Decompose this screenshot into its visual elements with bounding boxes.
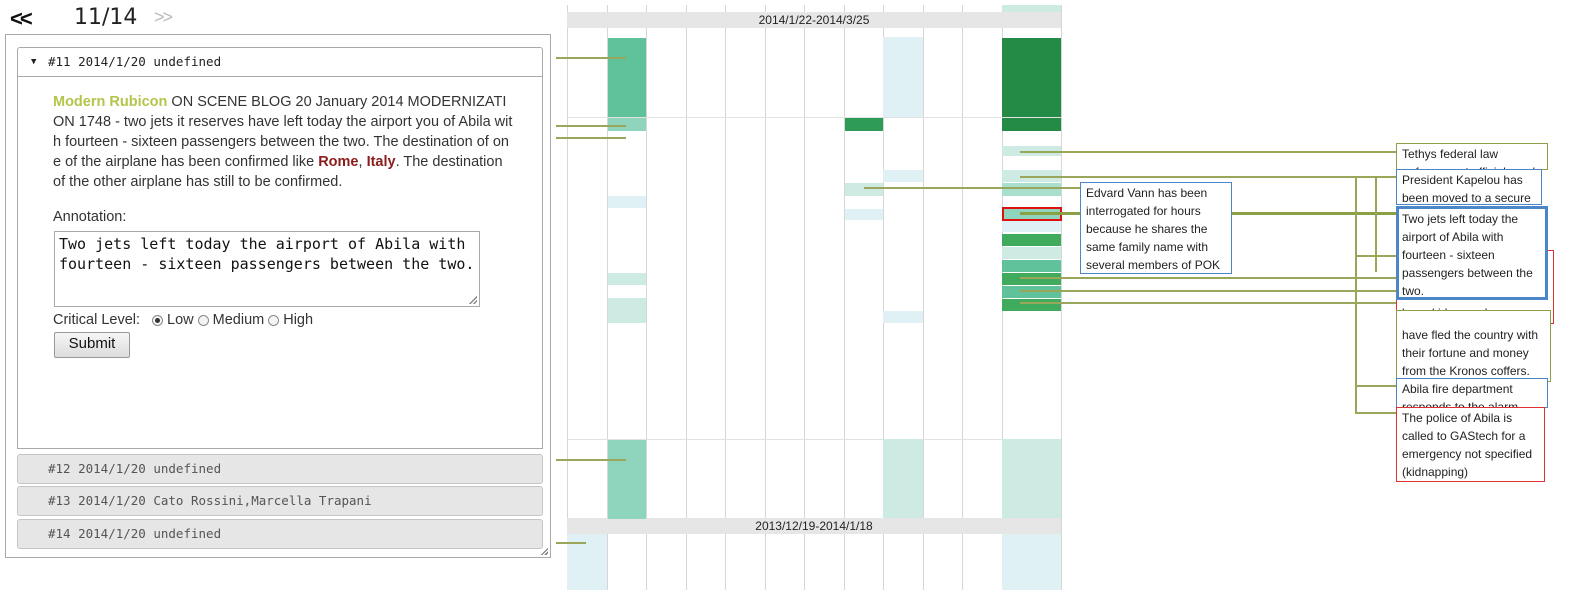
timeline-cell[interactable] bbox=[1002, 286, 1061, 298]
connector-line bbox=[1355, 255, 1396, 257]
timeline-range-label-2: 2013/12/19-2014/1/18 bbox=[567, 518, 1061, 534]
timeline-cell[interactable] bbox=[1002, 118, 1061, 131]
connector-line bbox=[556, 137, 626, 139]
connector-line bbox=[1020, 176, 1396, 178]
annotation-value: Two jets left today the airport of Abila… bbox=[59, 235, 475, 273]
location-rome[interactable]: Rome bbox=[318, 154, 359, 170]
accordion-header-label: #13 2014/1/20 Cato Rossini,Marcella Trap… bbox=[48, 493, 372, 508]
event-tooltip[interactable]: have fled the country with their fortune… bbox=[1396, 310, 1551, 382]
connector-line bbox=[556, 57, 626, 59]
timeline-cell[interactable] bbox=[883, 311, 923, 323]
connector-line bbox=[1020, 151, 1396, 153]
event-tooltip[interactable]: Abila fire department responds to the al… bbox=[1396, 378, 1548, 408]
connector-line bbox=[1375, 176, 1377, 272]
tooltip-text: Edvard Vann has been interrogated for ho… bbox=[1086, 186, 1221, 272]
event-tooltip[interactable]: The police of Abila is called to GAStech… bbox=[1396, 407, 1545, 482]
timeline-cell[interactable] bbox=[608, 273, 646, 285]
timeline-cell[interactable] bbox=[1002, 247, 1061, 259]
tooltip-text: The police of Abila is called to GAStech… bbox=[1402, 411, 1533, 479]
timeline-cell[interactable] bbox=[1002, 260, 1061, 272]
article-body-1: ON SCENE BLOG 20 January 2014 MODERNIZAT… bbox=[53, 94, 513, 170]
critical-level-group: Critical Level: Low Medium High bbox=[53, 312, 313, 328]
timeline-cell[interactable] bbox=[1002, 183, 1061, 196]
accordion-header-13[interactable]: #13 2014/1/20 Cato Rossini,Marcella Trap… bbox=[17, 486, 543, 516]
connector-line bbox=[1020, 277, 1396, 279]
triangle-down-icon: ▼ bbox=[31, 57, 37, 67]
radio-medium-label: Medium bbox=[212, 312, 265, 328]
timeline-cell[interactable] bbox=[608, 298, 646, 323]
tooltip-text: Abila fire department responds to the al… bbox=[1402, 382, 1519, 408]
accordion-header-11[interactable]: ▼ #11 2014/1/20 undefined bbox=[17, 47, 543, 77]
accordion-header-label: #14 2014/1/20 undefined bbox=[48, 526, 222, 541]
timeline-cell[interactable] bbox=[845, 209, 883, 220]
critical-level-label: Critical Level: bbox=[53, 312, 141, 328]
connector-line bbox=[1020, 302, 1396, 304]
timeline-cell[interactable] bbox=[1002, 299, 1061, 311]
event-tooltip-selected[interactable]: Two jets left today the airport of Abila… bbox=[1396, 206, 1548, 300]
radio-high-label: High bbox=[283, 312, 314, 328]
article-separator: , bbox=[358, 154, 367, 170]
location-italy[interactable]: Italy bbox=[366, 154, 396, 170]
article-body-2: . The destination of the other airplane … bbox=[53, 154, 503, 190]
event-tooltip[interactable]: Tethys federal law enforcement officials… bbox=[1396, 143, 1548, 170]
accordion-header-14[interactable]: #14 2014/1/20 undefined bbox=[17, 519, 543, 549]
timeline-cell[interactable] bbox=[1002, 273, 1061, 285]
timeline-cell[interactable] bbox=[883, 170, 923, 182]
page-indicator: 11/14 bbox=[74, 5, 138, 30]
panel-resize-handle[interactable] bbox=[540, 547, 548, 555]
radio-low[interactable] bbox=[152, 314, 164, 326]
radio-high[interactable] bbox=[268, 314, 280, 326]
annotation-textarea[interactable]: Two jets left today the airport of Abila… bbox=[54, 231, 480, 307]
tooltip-text: President Kapelou has been moved to a se… bbox=[1402, 173, 1531, 205]
tooltip-text: Two jets left today the airport of Abila… bbox=[1402, 212, 1533, 298]
radio-medium[interactable] bbox=[197, 314, 209, 326]
next-page-button[interactable]: >> bbox=[154, 7, 173, 27]
accordion-header-label: #11 2014/1/20 undefined bbox=[48, 54, 222, 69]
timeline-cell[interactable] bbox=[1002, 38, 1061, 117]
timeline-cell[interactable] bbox=[1002, 221, 1061, 232]
connector-line bbox=[1355, 412, 1396, 414]
connector-line bbox=[556, 542, 586, 544]
prev-page-button[interactable]: << bbox=[10, 6, 33, 31]
textarea-resize-handle[interactable] bbox=[469, 296, 477, 304]
accordion-header-label: #12 2014/1/20 undefined bbox=[48, 461, 222, 476]
timeline-cell[interactable] bbox=[845, 183, 883, 196]
connector-line bbox=[556, 459, 626, 461]
timeline-cell[interactable] bbox=[608, 196, 646, 208]
connector-line bbox=[1355, 385, 1396, 387]
timeline-range-label-1: 2014/1/22-2014/3/25 bbox=[567, 12, 1061, 28]
article-panel: ▼ #11 2014/1/20 undefined Modern Rubicon… bbox=[5, 34, 551, 558]
timeline-cell[interactable] bbox=[1002, 234, 1061, 246]
submit-button[interactable]: Submit bbox=[54, 332, 130, 358]
timeline-cell[interactable] bbox=[608, 440, 646, 519]
article-source: Modern Rubicon bbox=[53, 94, 168, 110]
timeline-cell[interactable] bbox=[608, 38, 646, 117]
annotation-label: Annotation: bbox=[53, 209, 127, 225]
tooltip-text: Tethys federal law enforcement officials… bbox=[1402, 147, 1535, 169]
tooltip-text: have fled the country with their fortune… bbox=[1402, 328, 1539, 378]
accordion-content: Modern Rubicon ON SCENE BLOG 20 January … bbox=[17, 76, 543, 449]
connector-line bbox=[1020, 290, 1396, 292]
event-tooltip[interactable]: Edvard Vann has been interrogated for ho… bbox=[1080, 182, 1232, 274]
connector-line bbox=[1355, 176, 1357, 413]
event-tooltip[interactable]: President Kapelou has been moved to a se… bbox=[1396, 169, 1542, 205]
accordion-header-12[interactable]: #12 2014/1/20 undefined bbox=[17, 454, 543, 484]
radio-low-label: Low bbox=[167, 312, 194, 328]
article-text: Modern Rubicon ON SCENE BLOG 20 January … bbox=[53, 92, 513, 192]
timeline-cell[interactable] bbox=[608, 118, 646, 131]
connector-line bbox=[864, 187, 1081, 189]
timeline-cell[interactable] bbox=[845, 118, 883, 131]
connector-line bbox=[556, 125, 626, 127]
